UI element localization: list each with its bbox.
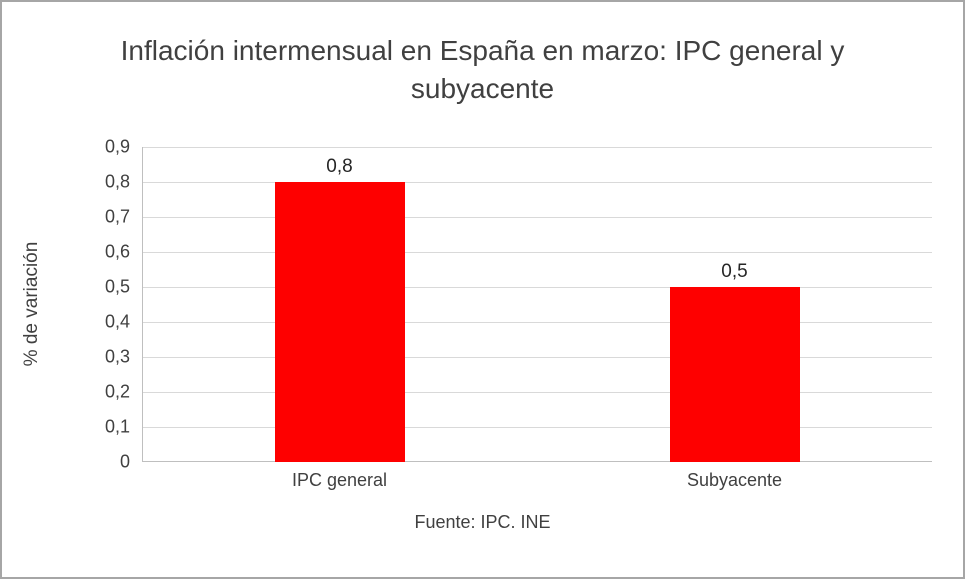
x-axis-line bbox=[142, 461, 932, 462]
bar-value-label: 0,8 bbox=[326, 156, 353, 177]
y-axis-tick-label: 0,7 bbox=[104, 206, 130, 227]
gridline bbox=[142, 427, 932, 428]
gridline bbox=[142, 322, 932, 323]
y-axis-tick-label: 0,5 bbox=[104, 276, 130, 297]
gridline bbox=[142, 182, 932, 183]
y-axis-tick-label: 0,2 bbox=[104, 381, 130, 402]
x-axis-category-label: IPC general bbox=[291, 470, 388, 490]
gridline bbox=[142, 147, 932, 148]
gridline bbox=[142, 217, 932, 218]
chart-title: Inflación intermensual en España en marz… bbox=[120, 35, 845, 104]
plot-area: 0 0,1 0,2 0,3 0,4 0,5 0,6 0,7 0,8 0,9 0,8 IPC gener… bbox=[105, 137, 932, 490]
y-axis-tick-label: 0,3 bbox=[104, 346, 130, 367]
y-axis-tick-label: 0,1 bbox=[104, 416, 130, 437]
y-axis-tick-label: 0,8 bbox=[104, 171, 130, 192]
gridline bbox=[142, 357, 932, 358]
y-axis-tick-label: 0,9 bbox=[104, 136, 130, 157]
source-note: Fuente: IPC. INE bbox=[414, 512, 551, 532]
y-axis-tick-label: 0,4 bbox=[104, 311, 130, 332]
gridline bbox=[142, 392, 932, 393]
y-axis-tick-label: 0,6 bbox=[104, 241, 130, 262]
bar-subyacente: 0,5 bbox=[669, 261, 800, 462]
bar-ipc-general: 0,8 bbox=[274, 156, 405, 462]
y-axis-title: % de variación bbox=[21, 241, 42, 367]
y-axis-tick-label: 0 bbox=[119, 451, 130, 472]
bar-value-label: 0,5 bbox=[721, 261, 748, 282]
y-axis-line bbox=[142, 147, 143, 462]
x-axis-category-label: Subyacente bbox=[686, 470, 783, 490]
gridline bbox=[142, 252, 932, 253]
gridline bbox=[142, 287, 932, 288]
